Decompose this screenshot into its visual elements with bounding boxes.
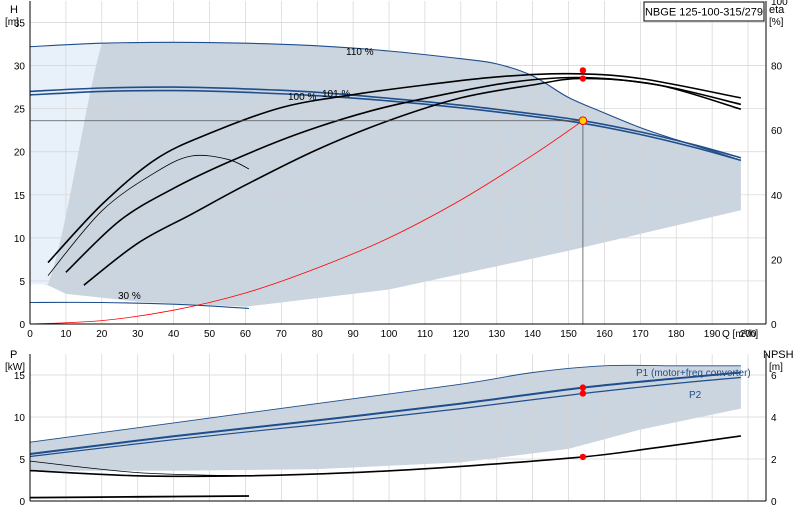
- eta-tick-label: 0: [771, 320, 777, 331]
- flow-tick-label: 130: [488, 329, 505, 340]
- npsh-curve-secondary: [29, 460, 246, 477]
- power-axis-title: P: [10, 349, 17, 361]
- power-30-curve: [29, 495, 250, 499]
- top-curves: [29, 41, 742, 325]
- power-marker: [579, 390, 587, 397]
- eta-marker: [579, 67, 587, 74]
- power-upper-curve: [29, 364, 741, 443]
- eta-axis-title: eta: [769, 4, 785, 16]
- duty-point: [578, 116, 588, 126]
- power-axis-unit: [kW]: [5, 362, 25, 373]
- head-tick-label: 0: [19, 320, 25, 331]
- flow-tick-label: 90: [348, 329, 360, 340]
- flow-tick-label: 150: [560, 329, 577, 340]
- label-p2: P2: [689, 390, 702, 401]
- efficiency-curve: [47, 72, 742, 264]
- flow-tick-label: 200: [740, 329, 757, 340]
- model-box: [643, 1, 765, 22]
- npsh-marker: [579, 453, 587, 461]
- flow-tick-label: 160: [596, 329, 613, 340]
- p1-curve: [29, 371, 741, 455]
- flow-tick-label: 40: [168, 329, 180, 340]
- flow-tick-label: 60: [240, 329, 252, 340]
- bottom-grid: [29, 354, 766, 502]
- npsh-tick-label: 0: [771, 497, 777, 508]
- power-tick-label: 0: [19, 497, 25, 508]
- npsh-tick-label: 6: [771, 371, 777, 382]
- eta-tick-label: 60: [771, 126, 783, 137]
- power-envelope: [30, 365, 741, 471]
- flow-tick-label: 50: [204, 329, 216, 340]
- system-curve: [29, 120, 584, 325]
- flow-tick-label: 110: [417, 329, 433, 340]
- power-tick-label: 15: [14, 371, 26, 382]
- head-tick-label: 20: [14, 148, 26, 159]
- head-tick-label: 25: [14, 105, 26, 116]
- npsh-axis-unit: [m]: [769, 362, 783, 373]
- label-101-percent: 101 %: [322, 89, 350, 100]
- eta-tick-label: 100: [771, 0, 788, 8]
- flow-tick-label: 0: [27, 329, 33, 340]
- npsh-curve: [29, 435, 742, 478]
- flow-tick-label: 20: [96, 329, 108, 340]
- head-tick-label: 10: [14, 234, 26, 245]
- eta-tick-label: 80: [771, 62, 783, 73]
- head-axis-unit: [m]: [5, 17, 19, 28]
- eta-axis-unit: [%]: [769, 17, 784, 28]
- efficiency-curve: [47, 154, 250, 276]
- head-curve-100: [29, 89, 742, 162]
- power-tick-label: 5: [19, 455, 25, 466]
- flow-tick-label: 140: [524, 329, 541, 340]
- flow-tick-label: 10: [60, 329, 72, 340]
- power-marker: [579, 384, 587, 391]
- head-axis-title: H: [10, 4, 18, 16]
- flow-tick-label: 120: [452, 329, 469, 340]
- eta-tick-label: 40: [771, 191, 783, 202]
- eta-marker: [579, 75, 587, 82]
- bottom-axes: 0 5 10 15 0 2 4 6: [14, 354, 777, 508]
- label-100-percent: 100 %: [288, 92, 316, 103]
- npsh-tick-label: 2: [771, 455, 777, 466]
- head-curve-101: [29, 86, 742, 159]
- head-tick-label: 5: [19, 277, 25, 288]
- head-curve-30: [29, 301, 250, 310]
- bottom-curves: [29, 364, 742, 499]
- label-110-percent: 110 %: [346, 47, 374, 58]
- flow-tick-label: 30: [132, 329, 144, 340]
- p2-curve: [29, 376, 741, 458]
- model-label: NBGE 125-100-315/279: [645, 7, 763, 19]
- npsh-axis-title: NPSH: [763, 349, 794, 361]
- head-curve-110: [29, 41, 742, 161]
- power-tick-label: 10: [14, 413, 26, 424]
- npsh-tick-label: 4: [771, 413, 777, 424]
- flow-tick-label: 70: [276, 329, 288, 340]
- label-30-percent: 30 %: [118, 291, 141, 302]
- flow-tick-label: 80: [312, 329, 324, 340]
- flow-tick-label: 170: [632, 329, 649, 340]
- eta-tick-label: 20: [771, 255, 783, 266]
- top-axes: 0 5 10 15 20 25 30 35 0 20 40 60 80 100 0 10 20 30 40 50 60 7…: [14, 0, 788, 340]
- label-p1: P1 (motor+freq.converter): [636, 368, 751, 379]
- head-tick-label: 35: [14, 19, 26, 30]
- flow-tick-label: 190: [704, 329, 721, 340]
- flow-axis-title: Q [m³/h]: [722, 329, 758, 340]
- head-tick-label: 15: [14, 191, 26, 202]
- head-tick-label: 30: [14, 62, 26, 73]
- flow-tick-label: 100: [381, 329, 398, 340]
- flow-tick-label: 180: [668, 329, 685, 340]
- bottom-envelope-layer: [30, 365, 741, 471]
